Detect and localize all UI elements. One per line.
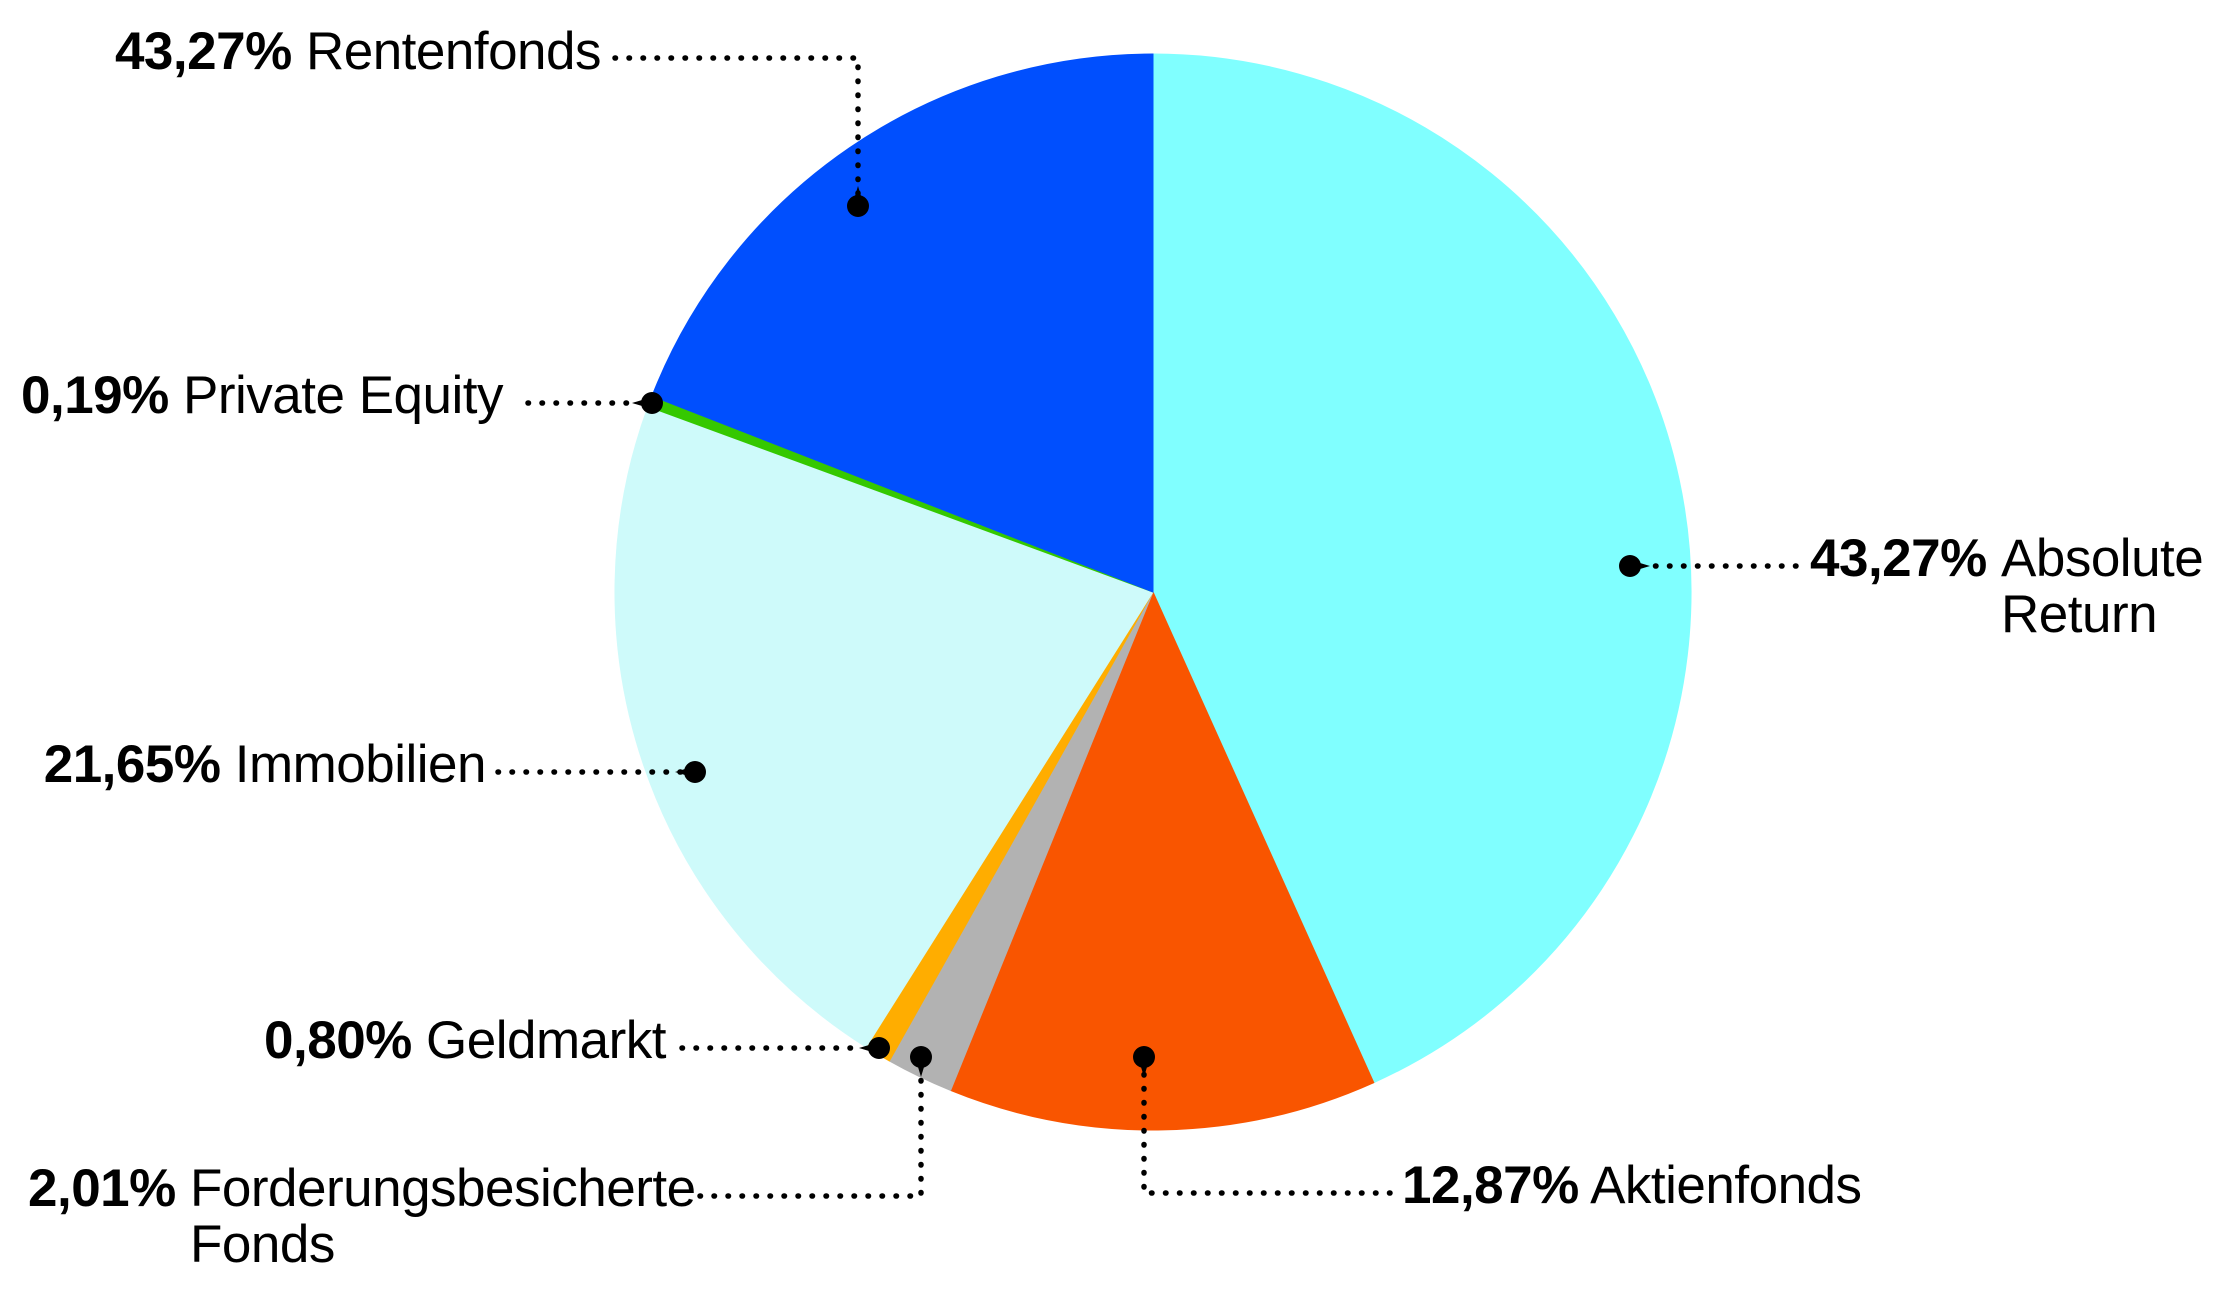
pie-slice-rentenfonds: [651, 53, 1154, 593]
leader-lines: [495, 55, 1799, 1199]
label-private-equity-pct: 0,19%: [21, 366, 169, 425]
leader-dot-private-equity: [641, 392, 663, 414]
label-forderungsbesicherte-fonds: 2,01% Forderungsbesicherte Fonds: [28, 1161, 710, 1273]
label-private-equity-name: Private Equity: [183, 366, 503, 425]
pie-slice-absolute-return: [1152, 53, 1692, 1084]
label-geldmarkt-pct: 0,80%: [264, 1011, 412, 1070]
leader-line-forderungsbesicherte-fonds: [697, 1069, 924, 1199]
label-aktienfonds-name: Aktienfonds: [1590, 1156, 1862, 1215]
label-geldmarkt-name: Geldmarkt: [426, 1011, 666, 1070]
label-geldmarkt: 0,80% Geldmarkt: [264, 1013, 666, 1069]
label-aktienfonds: 12,87% Aktienfonds: [1402, 1158, 1862, 1214]
label-aktienfonds-pct: 12,87%: [1402, 1156, 1579, 1215]
label-private-equity: 0,19% Private Equity: [21, 368, 503, 424]
leader-dot-geldmarkt: [868, 1037, 890, 1059]
pie-slices: [614, 53, 1692, 1131]
leader-line-aktienfonds: [1141, 1068, 1393, 1196]
label-immobilien-pct: 21,65%: [43, 735, 221, 794]
label-absolute-return-name: Absolute Return: [2001, 529, 2204, 644]
pie-slice-aktienfonds: [949, 590, 1375, 1131]
label-rentenfonds-name: Rentenfonds: [305, 22, 602, 81]
label-immobilien-name: Immobilien: [234, 735, 487, 794]
label-forderungsbesicherte-fonds-name: Forderungsbesicherte Fonds: [190, 1159, 696, 1274]
label-rentenfonds-pct: 43,27%: [114, 22, 292, 81]
leader-dot-rentenfonds: [847, 195, 869, 217]
label-immobilien: 21,65% Immobilien: [43, 735, 487, 794]
label-forderungsbesicherte-fonds-pct: 2,01%: [28, 1159, 176, 1218]
leader-dot-immobilien: [684, 761, 706, 783]
leader-line-rentenfonds: [612, 55, 861, 197]
leader-dot-markers: [632, 186, 1650, 1077]
leader-dot-absolute-return: [1619, 555, 1641, 577]
pie-slice-immobilien: [614, 405, 1154, 1048]
leader-dot-forderungsbesicherte-fonds: [910, 1046, 932, 1068]
label-absolute-return-pct: 43,27%: [1810, 529, 1987, 588]
label-rentenfonds: 43,27% Rentenfonds: [114, 22, 602, 81]
label-absolute-return: 43,27% Absolute Return: [1810, 531, 2213, 643]
leader-dot-aktienfonds: [1133, 1046, 1155, 1068]
